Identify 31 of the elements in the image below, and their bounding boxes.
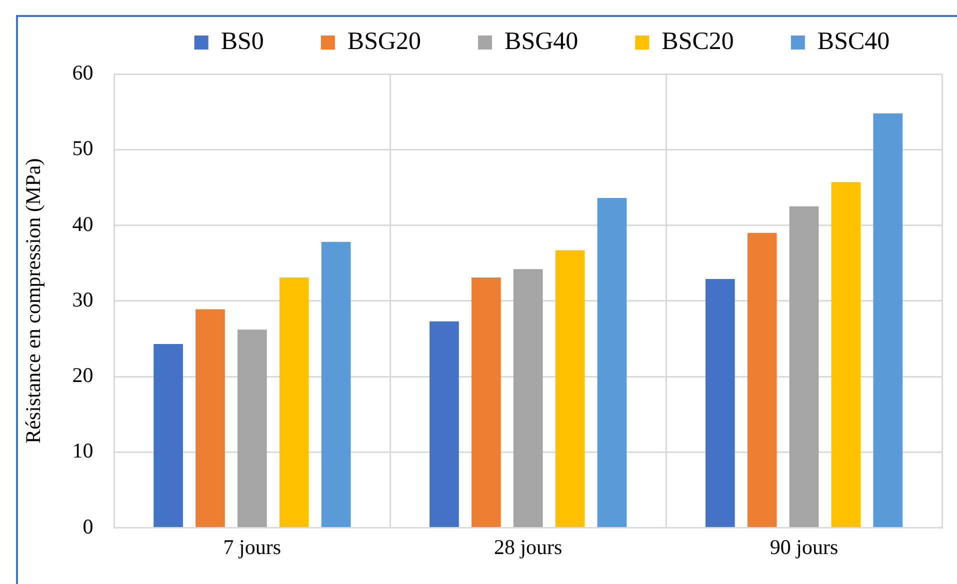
y-axis-title: Résistance en compression (MPa) [21,158,46,444]
bar [873,113,903,528]
bar [154,344,183,528]
y-tick-label: 10 [72,438,94,463]
bar [196,309,225,528]
bar [513,269,543,528]
y-tick-label: 0 [82,514,94,538]
bar [430,321,459,528]
legend-label: BSC40 [817,28,890,56]
legend-label: BSG40 [504,28,578,56]
bar [747,232,777,528]
x-tick-label: 28 jours [494,534,562,559]
y-tick-label: 60 [72,60,94,85]
bar [831,182,861,528]
bar [789,206,819,528]
y-tick-label: 50 [72,136,94,160]
y-tick-label: 40 [72,212,94,236]
bar [279,277,309,528]
y-tick-label: 30 [72,287,94,312]
x-tick-label: 90 jours [770,534,838,559]
bar [597,198,627,528]
bar [705,278,735,528]
bar [471,277,501,528]
legend-label: BSC20 [662,28,734,56]
bar [555,250,585,528]
bar [237,330,267,528]
bar [321,242,351,528]
y-tick-label: 20 [72,363,94,388]
legend-label: BSG20 [347,28,422,56]
x-tick-label: 7 jours [223,534,282,559]
legend-label: BS0 [220,28,264,56]
